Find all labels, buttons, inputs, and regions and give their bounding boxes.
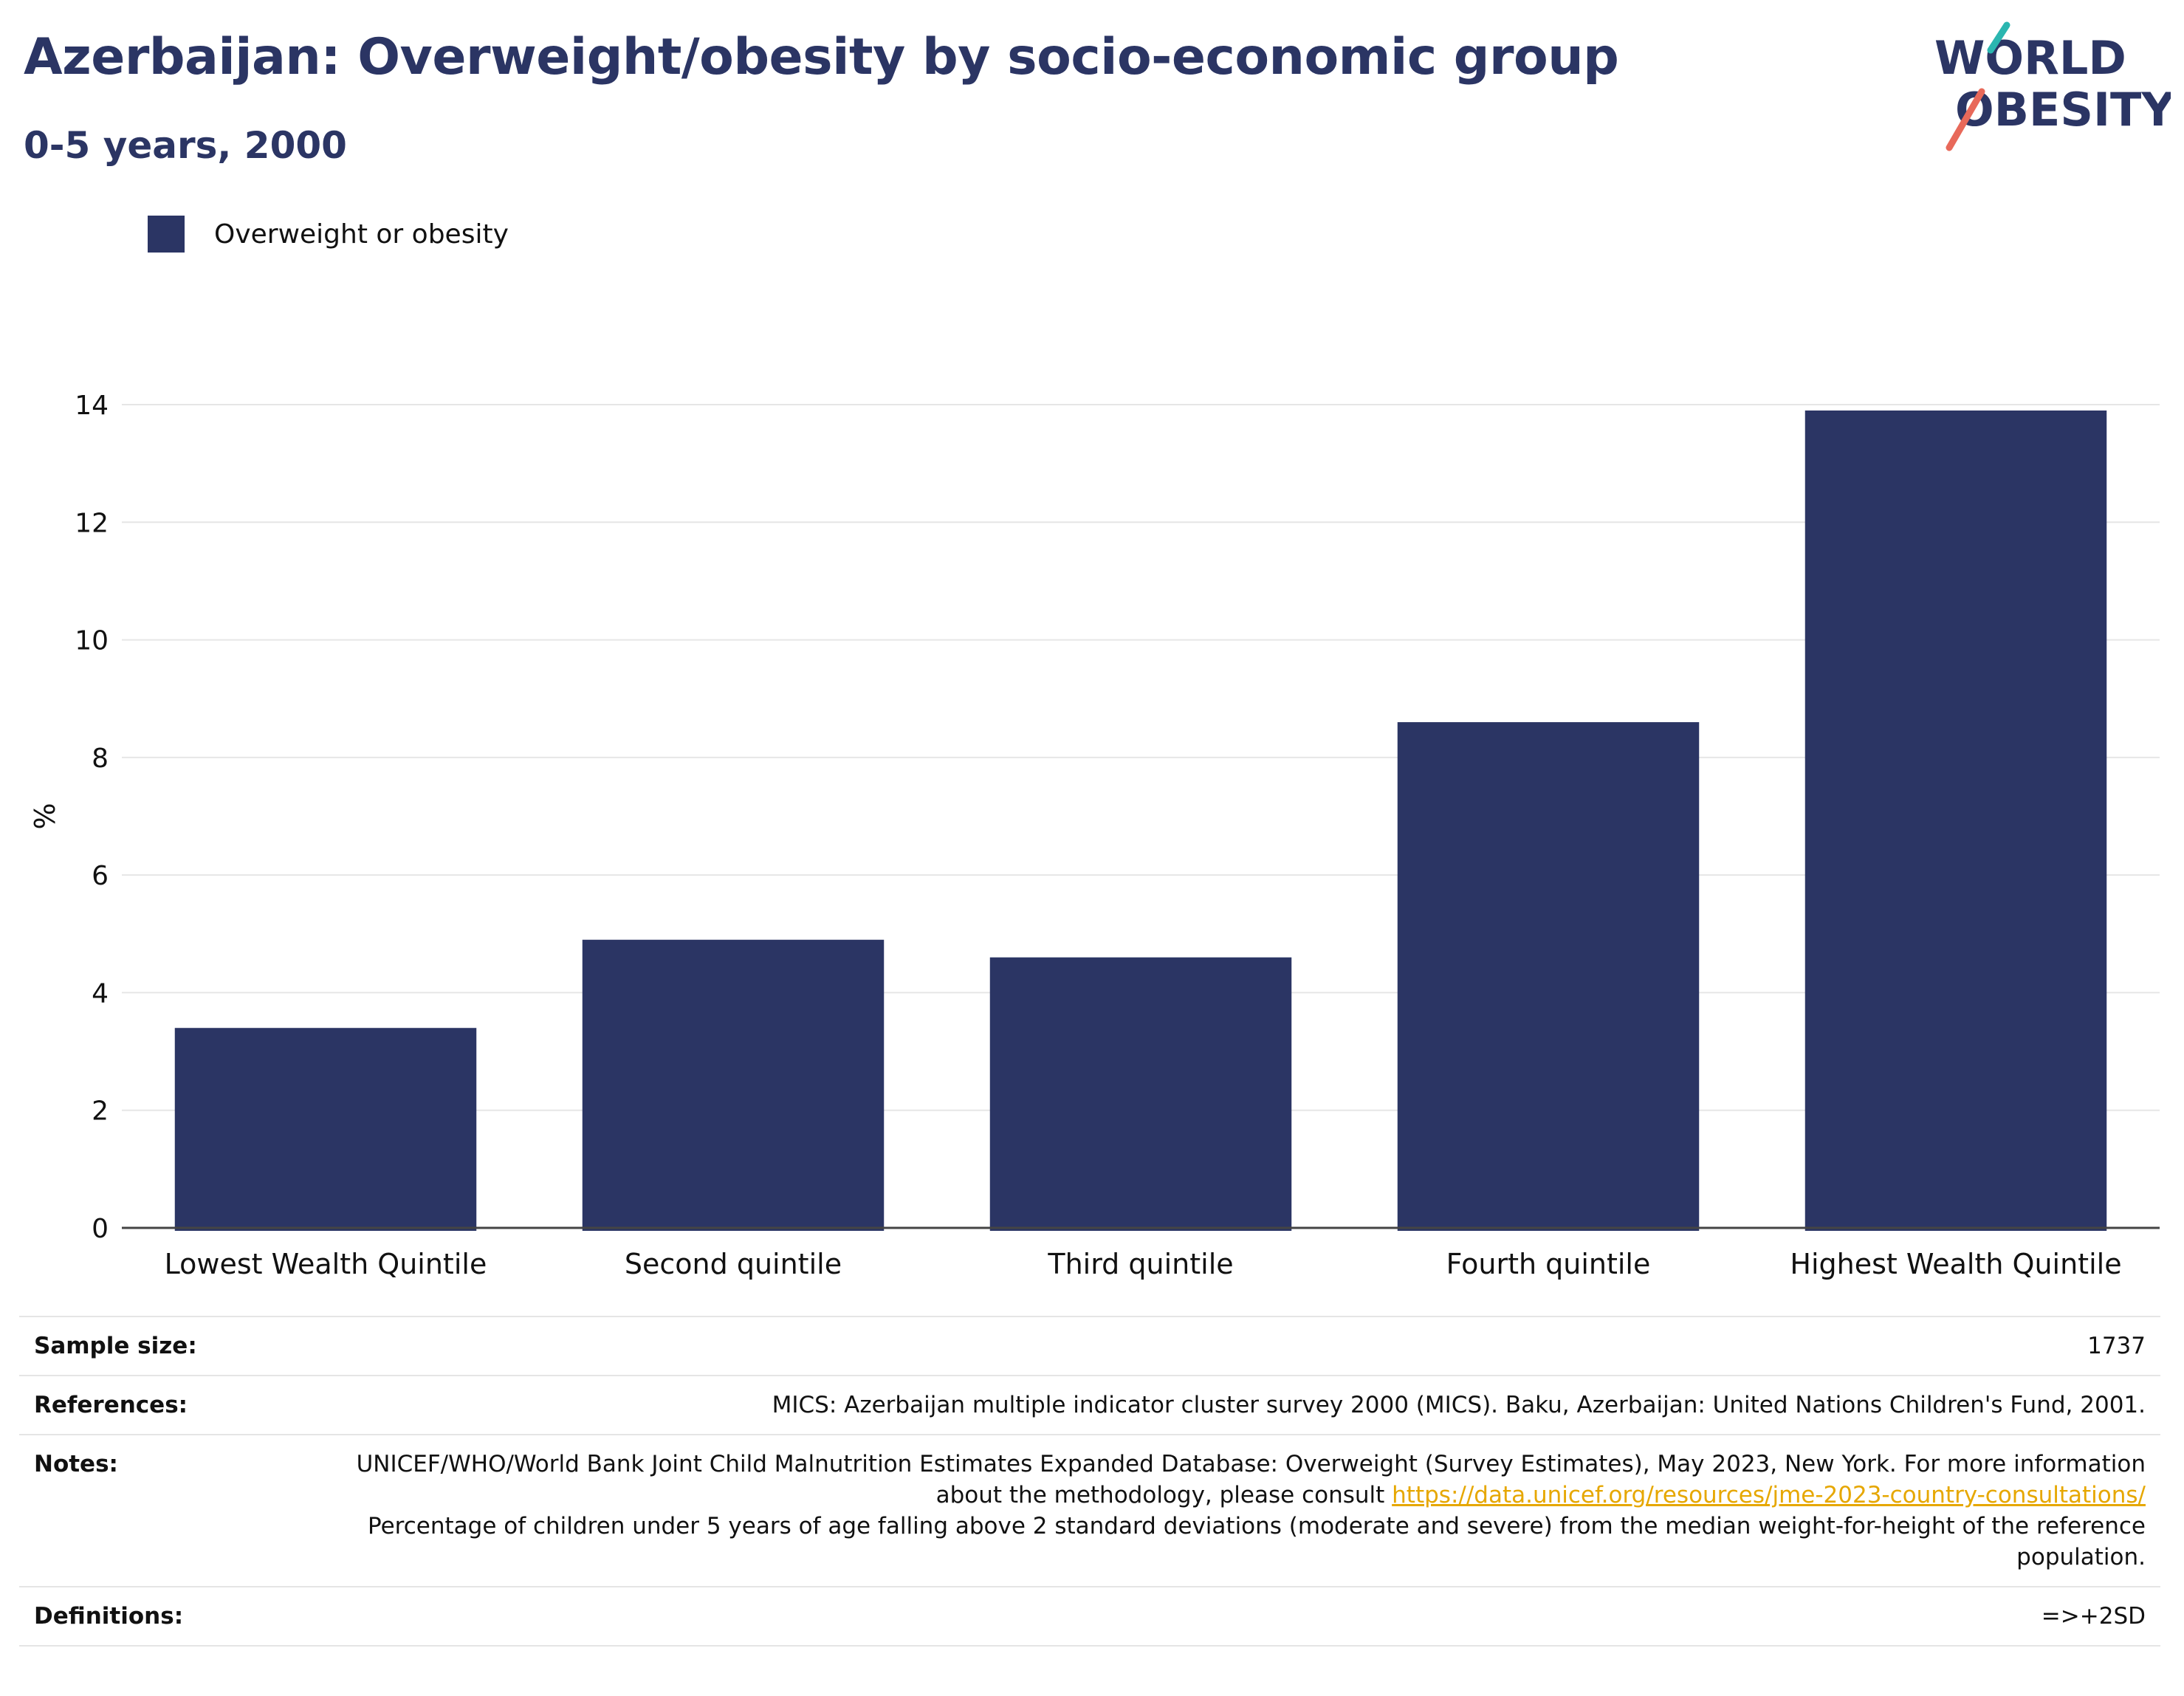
bar — [174, 1028, 477, 1231]
x-tick-label: Fourth quintile — [1446, 1248, 1651, 1280]
notes-definition-text: Percentage of children under 5 years of … — [368, 1513, 2146, 1570]
notes-label: Notes: — [19, 1434, 315, 1587]
sample-size-label: Sample size: — [19, 1316, 315, 1376]
references-label: References: — [19, 1375, 315, 1435]
world-obesity-logo: WORLD OBESITY — [1934, 21, 2171, 151]
y-tick-label: 10 — [75, 626, 109, 656]
logo-line2: OBESITY — [1955, 83, 2171, 137]
notes-link[interactable]: https://data.unicef.org/resources/jme-20… — [1392, 1482, 2146, 1508]
y-tick-label: 8 — [92, 744, 109, 774]
bar — [1804, 410, 2107, 1231]
legend-swatch — [148, 216, 185, 253]
chart-subtitle: 0-5 years, 2000 — [24, 124, 347, 167]
logo-teal-slash — [1987, 21, 2010, 54]
logo-line1: WORLD — [1934, 31, 2126, 85]
definitions-row: Definitions: =>+2SD — [19, 1586, 2160, 1647]
y-tick-label: 14 — [75, 391, 109, 421]
y-axis-label: % — [29, 803, 61, 829]
legend[interactable]: Overweight or obesity — [148, 216, 509, 253]
notes-value: UNICEF/WHO/World Bank Joint Child Malnut… — [315, 1434, 2160, 1587]
definitions-value: =>+2SD — [315, 1586, 2160, 1647]
x-tick-label: Lowest Wealth Quintile — [165, 1248, 487, 1280]
y-tick-label: 2 — [92, 1096, 109, 1127]
legend-label: Overweight or obesity — [214, 219, 509, 250]
bar — [582, 939, 885, 1231]
x-tick-label: Highest Wealth Quintile — [1790, 1248, 2121, 1280]
x-tick-label: Second quintile — [625, 1248, 842, 1280]
y-tick-label: 6 — [92, 861, 109, 891]
logo-coral-slash — [1946, 88, 1985, 151]
y-tick-label: 0 — [92, 1214, 109, 1244]
x-tick-label: Third quintile — [1047, 1248, 1233, 1280]
metadata-table: Sample size: 1737 References: MICS: Azer… — [19, 1316, 2160, 1647]
bar — [989, 957, 1292, 1231]
chart-title: Azerbaijan: Overweight/obesity by socio-… — [24, 28, 1619, 86]
bar — [1397, 722, 1700, 1231]
references-value: MICS: Azerbaijan multiple indicator clus… — [315, 1375, 2160, 1435]
sample-size-row: Sample size: 1737 — [19, 1316, 2160, 1376]
bar-chart: 0 2 4 6 8 10 12 14% Lowest Wealth Quintile Second… — [29, 391, 2160, 1280]
definitions-label: Definitions: — [19, 1586, 315, 1647]
notes-text: UNICEF/WHO/World Bank Joint Child Malnut… — [356, 1451, 2146, 1508]
notes-row: Notes: UNICEF/WHO/World Bank Joint Child… — [19, 1434, 2160, 1587]
y-tick-label: 12 — [75, 508, 109, 538]
y-tick-label: 4 — [92, 978, 109, 1009]
sample-size-value: 1737 — [315, 1316, 2160, 1376]
references-row: References: MICS: Azerbaijan multiple in… — [19, 1375, 2160, 1435]
